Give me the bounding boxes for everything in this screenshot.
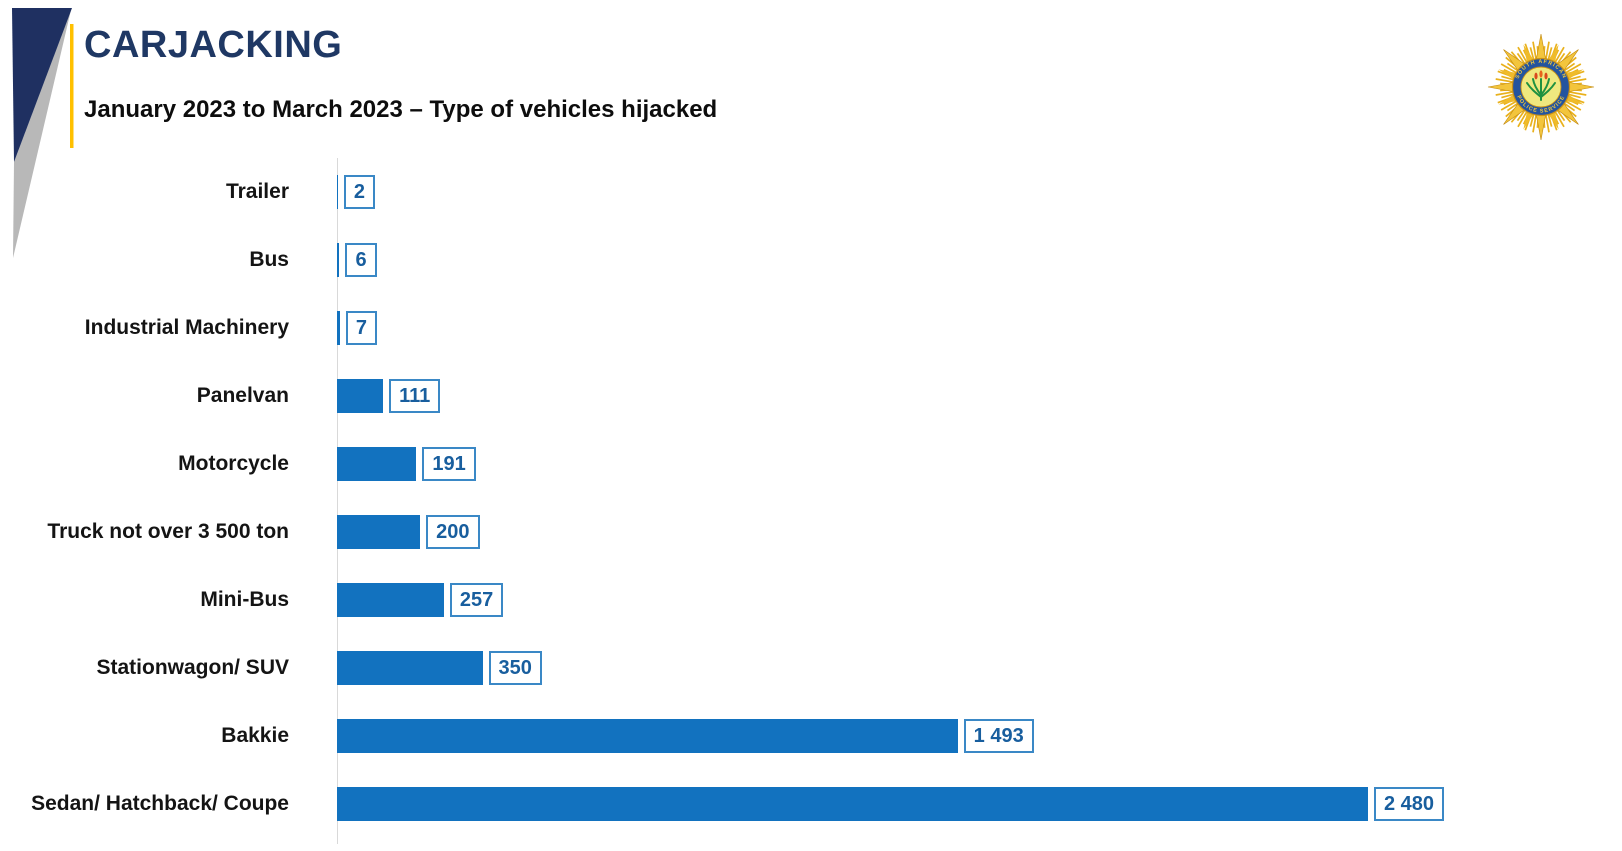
gray-triangle	[13, 10, 71, 258]
badge-aloe-flowers	[1534, 70, 1548, 80]
value-label: 191	[422, 447, 476, 481]
chart-row: Bakkie 1 493	[0, 702, 1622, 770]
badge-aloe-emblem	[1526, 78, 1556, 101]
y-axis-line	[337, 158, 338, 844]
bar-chart: Trailer 2 Bus 6 Industrial Machinery 7 Panelva…	[0, 158, 1622, 844]
value-label: 350	[488, 651, 542, 685]
category-label: Motorcycle	[178, 452, 289, 475]
bar	[337, 447, 417, 481]
category-label: Panelvan	[196, 384, 289, 407]
value-label: 7	[345, 311, 378, 345]
bar	[337, 583, 444, 617]
category-label: Stationwagon/ SUV	[96, 656, 289, 679]
bar	[337, 175, 338, 209]
value-label: 2	[343, 175, 375, 209]
chart-row: Stationwagon/ SUV 350	[0, 634, 1622, 702]
saps-police-badge-icon: SOUTH AFRICAN POLICE SERVICE	[1487, 33, 1595, 141]
chart-row: Truck not over 3 500 ton 200	[0, 498, 1622, 566]
category-label: Industrial Machinery	[84, 316, 289, 339]
value-label: 6	[345, 243, 377, 277]
chart-row: Sedan/ Hatchback/ Coupe 2 480	[0, 770, 1622, 838]
chart-row: Motorcycle 191	[0, 430, 1622, 498]
page-title: CARJACKING	[84, 24, 343, 66]
bar	[337, 379, 384, 413]
yellow-accent-line	[70, 24, 74, 148]
value-label: 111	[389, 379, 441, 413]
page-subtitle: January 2023 to March 2023 – Type of veh…	[84, 96, 718, 123]
bar	[337, 311, 340, 345]
slide-corner-decoration	[12, 8, 74, 258]
category-label: Bakkie	[221, 724, 289, 747]
value-label: 200	[426, 515, 480, 549]
bar	[337, 515, 421, 549]
bar	[337, 243, 340, 277]
navy-triangle	[12, 8, 72, 162]
category-label: Bus	[249, 248, 289, 271]
chart-row: Industrial Machinery 7	[0, 294, 1622, 362]
category-label: Trailer	[225, 180, 289, 203]
chart-row: Bus 6	[0, 226, 1622, 294]
chart-row: Mini-Bus 257	[0, 566, 1622, 634]
value-label: 1 493	[963, 719, 1034, 753]
chart-row: Trailer 2	[0, 158, 1622, 226]
bar	[337, 787, 1368, 821]
bar	[337, 719, 958, 753]
value-label: 257	[449, 583, 504, 617]
category-label: Truck not over 3 500 ton	[47, 520, 289, 543]
category-label: Mini-Bus	[200, 588, 289, 611]
category-label: Sedan/ Hatchback/ Coupe	[31, 792, 289, 815]
bar	[337, 651, 483, 685]
chart-row: Panelvan 111	[0, 362, 1622, 430]
value-label: 2 480	[1374, 787, 1445, 821]
